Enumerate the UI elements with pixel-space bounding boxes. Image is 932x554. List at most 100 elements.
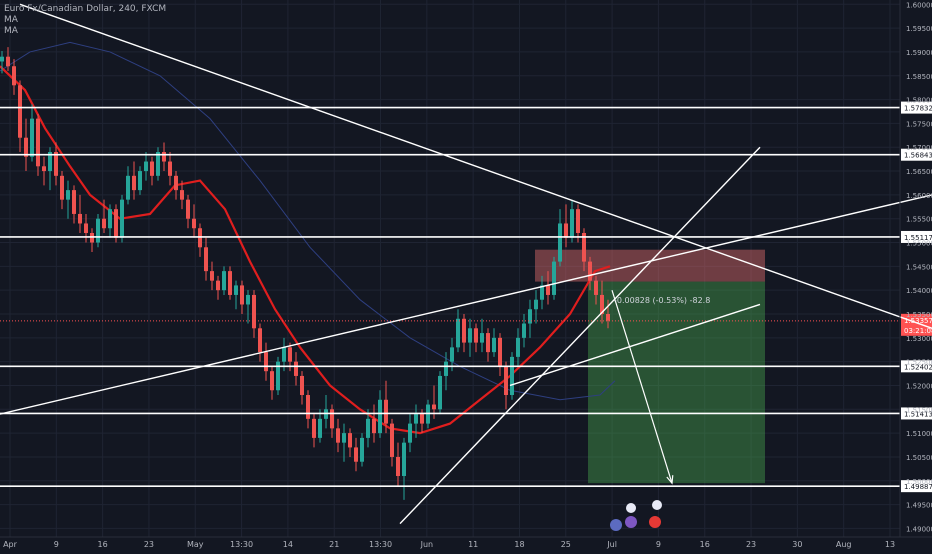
candle (276, 356, 280, 396)
candle-body (420, 414, 424, 424)
ma-slow-line (0, 41, 616, 401)
level-tag (901, 230, 932, 243)
candle-body (354, 447, 358, 462)
projection-arrow[interactable] (611, 290, 673, 484)
event-icon[interactable] (610, 519, 622, 531)
level-tag (901, 148, 932, 161)
position-label: -0.00828 (-0.53%) -82.8 (614, 296, 710, 305)
candle (546, 271, 550, 305)
candle (408, 414, 412, 453)
candle-body (18, 85, 22, 138)
candle-body (396, 456, 400, 477)
candle (336, 418, 340, 453)
candle (174, 171, 178, 200)
trendline[interactable] (19, 3, 932, 329)
position-zones (535, 249, 765, 484)
candle-body (252, 294, 256, 329)
candle-body (222, 271, 226, 291)
candle-body (30, 118, 34, 157)
candle-body (444, 361, 448, 376)
candle (156, 147, 160, 181)
candle (564, 204, 568, 248)
candle (30, 104, 34, 162)
candle-body (240, 285, 244, 305)
event-icon[interactable] (652, 500, 662, 510)
level-tag (901, 360, 932, 373)
candle (558, 209, 562, 267)
candle (240, 280, 244, 315)
candle (492, 328, 496, 357)
candle-body (270, 371, 274, 391)
price-tick-label: 1.53000 (906, 335, 932, 343)
horizontal-levels[interactable]: 1.57832 1.56843 1.55117 1.52402 1.51413 1.498… (0, 101, 932, 493)
candle-body (492, 337, 496, 353)
axes (0, 0, 932, 538)
candle (396, 442, 400, 486)
candle (600, 280, 604, 324)
candle-body (348, 433, 352, 448)
candle (318, 409, 322, 443)
time-tick-label: Jul (606, 540, 617, 549)
time-tick-label: 16 (700, 540, 710, 549)
time-tick-label: 18 (514, 540, 524, 549)
candle (366, 409, 370, 448)
candle-body (156, 151, 160, 176)
time-tick-label: 13:30 (230, 540, 253, 549)
flag-icon[interactable] (649, 516, 661, 528)
candle-body (486, 333, 490, 353)
trendline[interactable] (399, 146, 761, 525)
candle-body (558, 223, 562, 262)
level-label: 1.56843 (904, 152, 932, 160)
candle (588, 256, 592, 291)
stop-loss-zone (535, 249, 765, 282)
candle (150, 156, 154, 186)
event-icon[interactable] (625, 516, 637, 528)
candle (462, 314, 466, 353)
candle (78, 194, 82, 234)
price-tick-label: 1.49500 (906, 502, 932, 510)
candle (6, 47, 10, 71)
candle-body (462, 318, 466, 343)
candle-body (606, 314, 610, 321)
candle (252, 290, 256, 338)
candle-body (204, 247, 208, 272)
candle (456, 309, 460, 353)
candle (126, 166, 130, 205)
level-tag (901, 407, 932, 420)
trendline[interactable] (509, 303, 761, 387)
candle-body (282, 347, 286, 362)
candle (402, 437, 406, 500)
event-icons[interactable] (610, 500, 662, 531)
trendline[interactable] (0, 194, 932, 415)
candle-body (336, 428, 340, 443)
candle-body (414, 414, 418, 424)
event-icon[interactable] (626, 503, 636, 513)
candle-body (480, 333, 484, 343)
candle-body (576, 209, 580, 234)
trendlines[interactable] (0, 3, 932, 525)
candle-body (546, 285, 550, 295)
price-tick-label: 1.57500 (906, 120, 932, 128)
time-tick-label: 11 (468, 540, 478, 549)
candle-body (48, 151, 52, 172)
candle (234, 280, 238, 310)
candle-body (372, 418, 376, 434)
candle (528, 299, 532, 338)
candle-body (330, 409, 334, 429)
ma-legend-2: MA (4, 26, 18, 36)
countdown-label: 03:21:08 (904, 327, 932, 335)
candle-body (312, 418, 316, 438)
candle-body (24, 137, 28, 157)
price-tick-label: 1.55500 (906, 216, 932, 224)
candle-body (12, 66, 16, 86)
candle (120, 194, 124, 243)
candle-body (120, 199, 124, 238)
chart-legend: Euro Fx/Canadian Dollar, 240, FXCM MA MA (4, 4, 166, 37)
price-tick-label: 1.56000 (906, 192, 932, 200)
candle (390, 418, 394, 467)
candle (0, 50, 4, 74)
take-profit-zone (588, 281, 765, 484)
candle (168, 151, 172, 186)
